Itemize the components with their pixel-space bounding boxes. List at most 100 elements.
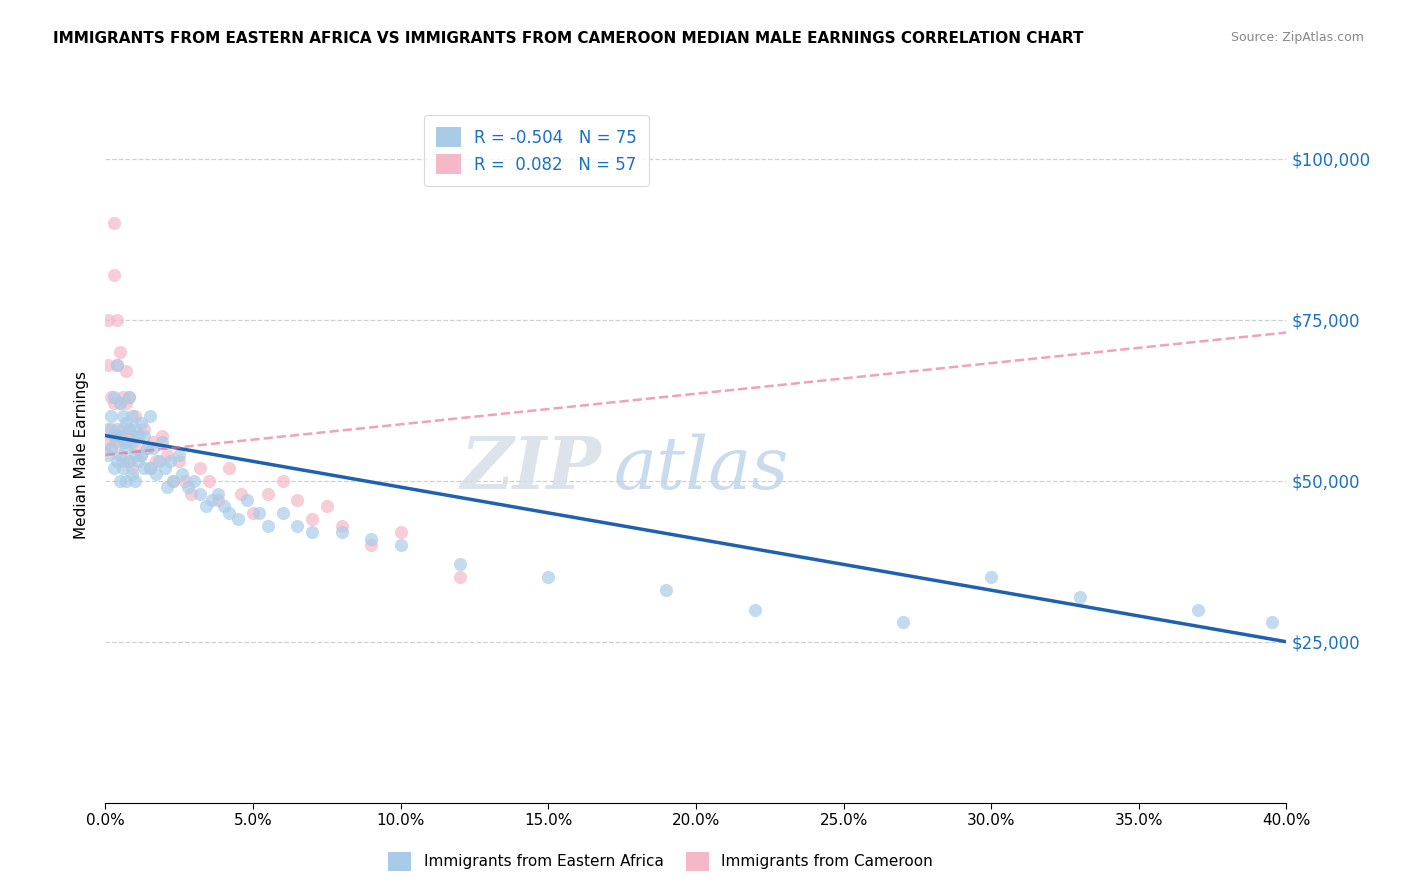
- Point: [118, 422, 141, 436]
- Point: [138, 409, 162, 424]
- Point: [188, 460, 211, 475]
- Point: [124, 442, 146, 456]
- Point: [124, 474, 146, 488]
- Point: [105, 358, 128, 372]
- Point: [207, 486, 229, 500]
- Point: [115, 474, 138, 488]
- Point: [110, 448, 132, 462]
- Point: [360, 538, 382, 552]
- Point: [449, 558, 471, 572]
- Point: [150, 428, 173, 442]
- Point: [145, 467, 167, 482]
- Point: [110, 428, 132, 442]
- Point: [201, 493, 224, 508]
- Point: [236, 493, 259, 508]
- Point: [256, 518, 278, 533]
- Point: [212, 500, 235, 514]
- Point: [162, 474, 184, 488]
- Point: [121, 460, 143, 475]
- Point: [150, 435, 173, 450]
- Point: [112, 460, 135, 475]
- Point: [118, 390, 141, 404]
- Point: [100, 422, 122, 436]
- Point: [242, 506, 264, 520]
- Point: [100, 442, 122, 456]
- Text: IMMIGRANTS FROM EASTERN AFRICA VS IMMIGRANTS FROM CAMEROON MEDIAN MALE EARNINGS : IMMIGRANTS FROM EASTERN AFRICA VS IMMIGR…: [53, 31, 1084, 46]
- Point: [301, 525, 323, 540]
- Point: [105, 358, 128, 372]
- Point: [121, 467, 143, 482]
- Point: [135, 442, 157, 456]
- Point: [115, 435, 138, 450]
- Point: [129, 416, 152, 430]
- Point: [330, 525, 353, 540]
- Point: [105, 312, 128, 326]
- Legend: Immigrants from Eastern Africa, Immigrants from Cameroon: Immigrants from Eastern Africa, Immigran…: [380, 843, 942, 880]
- Point: [142, 442, 165, 456]
- Point: [97, 312, 120, 326]
- Point: [103, 396, 125, 410]
- Point: [194, 500, 217, 514]
- Point: [124, 448, 146, 462]
- Point: [180, 486, 202, 500]
- Point: [97, 448, 120, 462]
- Text: atlas: atlas: [613, 434, 789, 504]
- Point: [105, 454, 128, 468]
- Point: [112, 422, 135, 436]
- Point: [97, 422, 120, 436]
- Point: [103, 390, 125, 404]
- Point: [537, 570, 560, 584]
- Point: [103, 428, 125, 442]
- Point: [103, 268, 125, 282]
- Point: [115, 442, 138, 456]
- Point: [891, 615, 914, 630]
- Point: [389, 525, 412, 540]
- Point: [1260, 615, 1282, 630]
- Point: [315, 500, 337, 514]
- Point: [389, 538, 412, 552]
- Point: [142, 435, 165, 450]
- Point: [124, 422, 146, 436]
- Point: [127, 454, 149, 468]
- Point: [103, 428, 125, 442]
- Point: [127, 428, 149, 442]
- Point: [110, 474, 132, 488]
- Point: [110, 396, 132, 410]
- Y-axis label: Median Male Earnings: Median Male Earnings: [75, 371, 90, 539]
- Point: [744, 602, 766, 616]
- Point: [177, 480, 200, 494]
- Point: [188, 486, 211, 500]
- Point: [271, 506, 294, 520]
- Point: [360, 532, 382, 546]
- Point: [100, 409, 122, 424]
- Point: [127, 428, 149, 442]
- Point: [655, 583, 678, 598]
- Point: [247, 506, 270, 520]
- Point: [226, 512, 250, 526]
- Point: [118, 422, 141, 436]
- Point: [138, 460, 162, 475]
- Point: [231, 486, 253, 500]
- Point: [1069, 590, 1091, 604]
- Point: [103, 216, 125, 230]
- Text: ZIP: ZIP: [461, 434, 602, 504]
- Point: [129, 448, 152, 462]
- Point: [159, 454, 181, 468]
- Point: [153, 460, 176, 475]
- Point: [135, 442, 157, 456]
- Point: [169, 454, 191, 468]
- Point: [105, 435, 128, 450]
- Point: [256, 486, 278, 500]
- Legend: R = -0.504   N = 75, R =  0.082   N = 57: R = -0.504 N = 75, R = 0.082 N = 57: [425, 115, 648, 186]
- Point: [169, 448, 191, 462]
- Point: [132, 428, 155, 442]
- Point: [103, 460, 125, 475]
- Point: [132, 422, 155, 436]
- Point: [174, 474, 197, 488]
- Point: [115, 416, 138, 430]
- Point: [112, 435, 135, 450]
- Point: [124, 409, 146, 424]
- Point: [287, 518, 309, 533]
- Point: [105, 422, 128, 436]
- Point: [197, 474, 219, 488]
